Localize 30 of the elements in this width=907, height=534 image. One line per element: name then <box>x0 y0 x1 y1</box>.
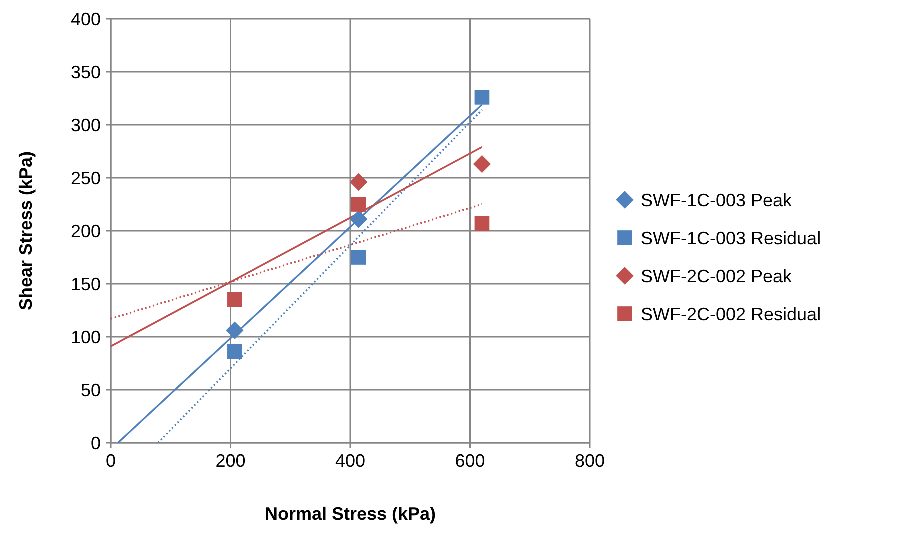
point <box>351 197 366 212</box>
legend-label: SWF-1C-003 Residual <box>641 228 822 248</box>
point <box>473 155 492 174</box>
point <box>226 322 244 340</box>
x-axis-title: Normal Stress (kPa) <box>264 504 436 524</box>
legend-label: SWF-2C-002 Peak <box>641 266 794 286</box>
y-tick-label: 50 <box>80 380 101 400</box>
point <box>350 173 368 192</box>
x-tick-label: 400 <box>335 451 366 471</box>
point <box>474 90 490 105</box>
x-tick-label: 800 <box>574 451 606 471</box>
point <box>350 210 368 228</box>
y-tick-label: 100 <box>70 327 101 348</box>
legend-label: SWF-1C-003 Peak <box>641 190 794 210</box>
y-tick-label: 150 <box>70 274 101 294</box>
y-tick-label: 300 <box>70 115 101 136</box>
y-tick-label: 250 <box>70 168 101 188</box>
y-tick-label: 0 <box>90 433 101 454</box>
x-tick-label: 600 <box>455 451 486 471</box>
y-axis-title: Shear Stress (kPa) <box>16 151 36 311</box>
point <box>228 344 242 360</box>
y-tick-label: 400 <box>70 9 101 30</box>
point <box>474 216 490 231</box>
point <box>228 292 242 308</box>
x-tick-label: 200 <box>216 451 246 471</box>
point <box>351 250 366 265</box>
y-tick-label: 350 <box>70 62 101 82</box>
legend-label: SWF-2C-002 Residual <box>641 304 822 324</box>
x-tick-label: 0 <box>106 451 116 471</box>
y-tick-label: 200 <box>70 221 101 242</box>
